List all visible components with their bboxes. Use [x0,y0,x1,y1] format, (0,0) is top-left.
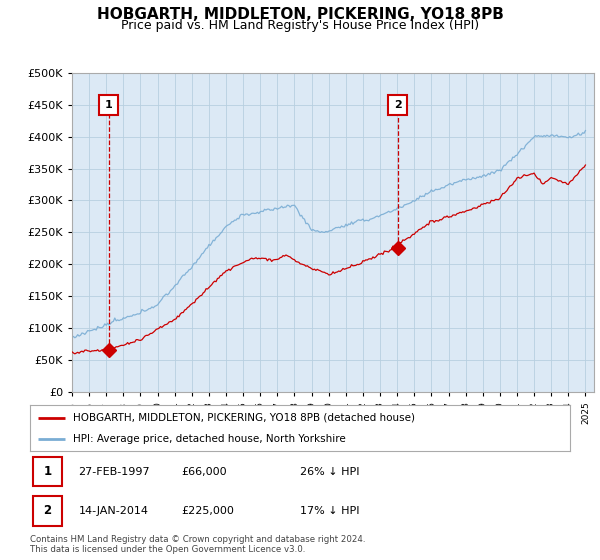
Bar [33,496,62,525]
Text: HPI: Average price, detached house, North Yorkshire: HPI: Average price, detached house, Nort… [73,435,346,444]
Text: HOBGARTH, MIDDLETON, PICKERING, YO18 8PB (detached house): HOBGARTH, MIDDLETON, PICKERING, YO18 8PB… [73,413,415,423]
Text: 2: 2 [394,100,402,110]
Text: 2: 2 [43,505,52,517]
Text: HOBGARTH, MIDDLETON, PICKERING, YO18 8PB: HOBGARTH, MIDDLETON, PICKERING, YO18 8PB [97,7,503,22]
Text: £66,000: £66,000 [181,467,227,477]
Text: Price paid vs. HM Land Registry's House Price Index (HPI): Price paid vs. HM Land Registry's House … [121,19,479,32]
Bar [100,95,118,115]
Bar [388,95,407,115]
Text: 17% ↓ HPI: 17% ↓ HPI [300,506,359,516]
Bar [33,457,62,486]
Text: 1: 1 [43,465,52,478]
Text: 1: 1 [105,100,113,110]
Text: 14-JAN-2014: 14-JAN-2014 [79,506,149,516]
Text: 27-FEB-1997: 27-FEB-1997 [79,467,150,477]
Text: Contains HM Land Registry data © Crown copyright and database right 2024.
This d: Contains HM Land Registry data © Crown c… [30,535,365,554]
Text: £225,000: £225,000 [181,506,234,516]
Text: 26% ↓ HPI: 26% ↓ HPI [300,467,359,477]
